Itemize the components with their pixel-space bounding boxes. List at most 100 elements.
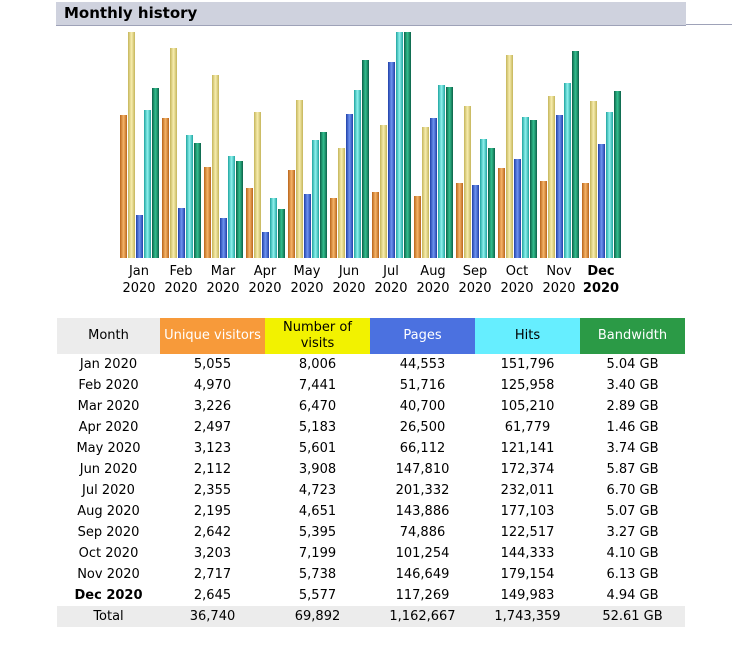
cell-month: Sep 2020 (77, 525, 140, 540)
x-label-month: Dec (587, 264, 614, 279)
x-label-year: 2020 (458, 281, 491, 296)
bar-hits-feb (186, 135, 193, 258)
bar-pages-nov (556, 115, 563, 258)
cell-unique: 5,055 (193, 357, 232, 372)
table-row: Dec 2020 2,645 5,577 117,269 149,983 4.94 GB (57, 585, 685, 606)
x-label-year: 2020 (122, 281, 155, 296)
header-month: Month (57, 318, 160, 354)
cell-month: Dec 2020 (74, 588, 143, 603)
table-row: Apr 2020 2,497 5,183 26,500 61,779 1.46 GB (57, 417, 685, 438)
title-rule (686, 24, 732, 25)
cell-month: Feb 2020 (78, 378, 139, 393)
table-row: Jul 2020 2,355 4,723 201,332 232,011 6.70 GB (57, 480, 685, 501)
bar-hits-oct (522, 117, 529, 258)
bar-bandwidth-jun (362, 60, 369, 258)
cell-bandwidth: 5.07 GB (606, 504, 659, 519)
cell-visits: 6,470 (298, 399, 337, 414)
chart-bars (120, 32, 621, 258)
bar-visits-apr (254, 112, 261, 258)
section-title-bar: Monthly history (56, 2, 686, 26)
cell-unique: 2,195 (193, 504, 232, 519)
cell-bandwidth: 3.74 GB (606, 441, 659, 456)
bar-unique-jul (372, 192, 379, 258)
x-label-year: 2020 (374, 281, 407, 296)
bar-visits-dec (590, 101, 597, 258)
cell-month: Oct 2020 (78, 546, 139, 561)
cell-pages: 66,112 (399, 441, 446, 456)
table-row: Nov 2020 2,717 5,738 146,649 179,154 6.13 GB (57, 564, 685, 585)
bar-hits-aug (438, 85, 445, 258)
cell-hits: 179,154 (500, 567, 555, 582)
cell-visits: 5,601 (298, 441, 337, 456)
x-label-year: 2020 (164, 281, 197, 296)
table-row: Sep 2020 2,642 5,395 74,886 122,517 3.27 GB (57, 522, 685, 543)
x-label-year: 2020 (332, 281, 365, 296)
x-label-month: May (294, 264, 321, 279)
bar-hits-apr (270, 198, 277, 258)
cell-pages: 26,500 (399, 420, 446, 435)
cell-unique: 2,717 (193, 567, 232, 582)
header-hits: Hits (475, 318, 580, 354)
cell-visits: 5,395 (298, 525, 337, 540)
bar-hits-nov (564, 83, 571, 258)
cell-unique: 2,497 (193, 420, 232, 435)
x-label-month: Oct (506, 264, 528, 279)
cell-unique: 4,970 (193, 378, 232, 393)
bar-visits-aug (422, 127, 429, 258)
cell-pages: 117,269 (395, 588, 450, 603)
cell-pages: 201,332 (395, 483, 450, 498)
cell-month: Aug 2020 (77, 504, 140, 519)
cell-unique: 2,642 (193, 525, 232, 540)
cell-bandwidth: 3.27 GB (606, 525, 659, 540)
x-label-year: 2020 (542, 281, 575, 296)
cell-month: Apr 2020 (78, 420, 139, 435)
bar-hits-jun (354, 90, 361, 258)
bar-unique-apr (246, 188, 253, 258)
bar-pages-may (304, 194, 311, 258)
bar-bandwidth-apr (278, 209, 285, 258)
x-label-month: Aug (420, 264, 445, 279)
bar-unique-jun (330, 198, 337, 258)
cell-pages: 74,886 (399, 525, 446, 540)
bar-unique-may (288, 170, 295, 258)
total-month: Total (57, 606, 160, 627)
cell-bandwidth: 6.70 GB (606, 483, 659, 498)
cell-hits: 122,517 (500, 525, 555, 540)
cell-pages: 101,254 (395, 546, 450, 561)
cell-hits: 149,983 (500, 588, 555, 603)
bar-bandwidth-sep (488, 148, 495, 258)
bar-bandwidth-mar (236, 161, 243, 258)
table-header-row: Month Unique visitors Number of visits P… (57, 318, 685, 354)
total-bandwidth: 52.61 GB (580, 606, 685, 627)
cell-hits: 61,779 (504, 420, 551, 435)
cell-pages: 147,810 (395, 462, 450, 477)
chart-month-labels: Jan 2020 Feb 2020 Mar 2020 Apr 2020 May 2020 Jun 20… (122, 264, 619, 296)
bar-pages-dec (598, 144, 605, 258)
bar-pages-oct (514, 159, 521, 258)
bar-unique-oct (498, 168, 505, 258)
header-visits: Number of visits (265, 318, 370, 354)
x-label-month: Sep (463, 264, 488, 279)
bar-unique-dec (582, 183, 589, 258)
table-row: Mar 2020 3,226 6,470 40,700 105,210 2.89 GB (57, 396, 685, 417)
cell-pages: 143,886 (395, 504, 450, 519)
monthly-stats-table: Month Unique visitors Number of visits P… (57, 318, 685, 627)
cell-visits: 5,183 (298, 420, 337, 435)
x-label-year: 2020 (290, 281, 323, 296)
bar-visits-sep (464, 106, 471, 258)
bar-visits-jun (338, 148, 345, 258)
bar-pages-jun (346, 114, 353, 258)
total-unique: 36,740 (160, 606, 265, 627)
x-label-month: Jan (128, 264, 149, 279)
x-label-year: 2020 (248, 281, 281, 296)
cell-hits: 172,374 (500, 462, 555, 477)
header-bandwidth: Bandwidth (580, 318, 685, 354)
cell-hits: 121,141 (500, 441, 555, 456)
x-label-month: Apr (254, 264, 277, 279)
x-label-month: Feb (169, 264, 192, 279)
bar-unique-nov (540, 181, 547, 258)
x-label-year: 2020 (500, 281, 533, 296)
bar-pages-jan (136, 215, 143, 258)
cell-unique: 3,123 (193, 441, 232, 456)
cell-bandwidth: 6.13 GB (606, 567, 659, 582)
